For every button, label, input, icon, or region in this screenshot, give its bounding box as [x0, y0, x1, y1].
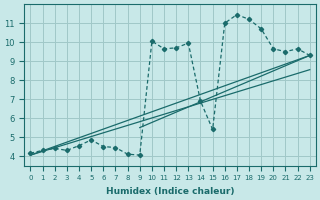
X-axis label: Humidex (Indice chaleur): Humidex (Indice chaleur)	[106, 187, 234, 196]
